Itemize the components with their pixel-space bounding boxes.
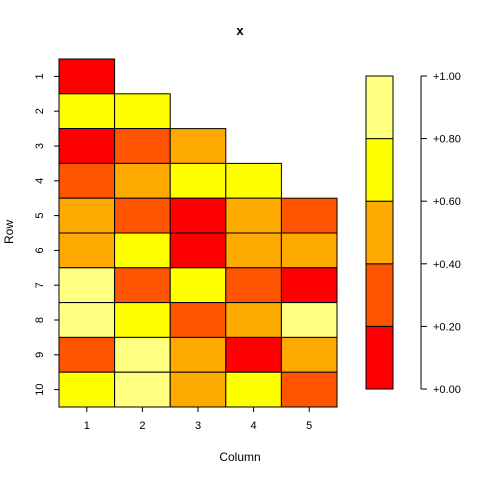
heatmap-cell-r10-c2 (114, 371, 171, 408)
heatmap-cells (58, 58, 338, 408)
heatmap-cell-r8-c1 (58, 302, 116, 338)
y-tick-label: 4 (34, 178, 46, 184)
x-tick-label: 2 (139, 420, 145, 432)
heatmap-cell-r1-c1 (58, 58, 116, 95)
heatmap-cell-r7-c1 (58, 267, 116, 304)
heatmap-cell-r9-c3 (169, 336, 227, 373)
heatmap-cell-r2-c2 (114, 93, 171, 130)
heatmap-cell-r6-c1 (58, 232, 116, 269)
heatmap-cell-r5-c4 (225, 197, 282, 234)
legend-tick-label: +0.60 (433, 196, 461, 208)
legend-tick-label: +0.20 (433, 321, 461, 333)
y-tick-label: 9 (34, 352, 46, 358)
heatmap-cell-r5-c2 (114, 197, 171, 234)
legend-swatch (365, 138, 394, 202)
x-axis-label: Column (219, 450, 260, 464)
heatmap-cell-r6-c3 (169, 232, 227, 269)
heatmap-cell-r6-c5 (280, 232, 338, 269)
y-tick-label: 1 (34, 73, 46, 79)
heatmap-cell-r2-c1 (58, 93, 116, 130)
y-tick-label: 6 (34, 247, 46, 253)
legend-tick-label: +0.40 (433, 259, 461, 271)
y-tick-label: 7 (34, 282, 46, 288)
heatmap-cell-r10-c5 (280, 371, 338, 408)
legend-swatch (365, 200, 394, 265)
heatmap-cell-r4-c1 (58, 162, 116, 199)
y-tick-label: 2 (34, 108, 46, 114)
heatmap-cell-r7-c4 (225, 267, 282, 304)
legend-swatch (365, 263, 394, 327)
heatmap-cell-r8-c5 (280, 302, 338, 338)
heatmap-cell-r6-c4 (225, 232, 282, 269)
y-tick-label: 8 (34, 317, 46, 323)
heatmap-cell-r9-c5 (280, 336, 338, 373)
heatmap-cell-r6-c2 (114, 232, 171, 269)
legend-tick-label: +0.00 (433, 384, 461, 396)
y-axis: 1 2 3 4 5 6 7 8 9 10 (34, 73, 59, 396)
heatmap-cell-r5-c1 (58, 197, 116, 234)
x-tick-label: 4 (251, 420, 257, 432)
heatmap-cell-r10-c1 (58, 371, 116, 408)
x-tick-label: 5 (306, 420, 312, 432)
heatmap-cell-r3-c1 (58, 128, 116, 164)
heatmap-cell-r9-c4 (225, 336, 282, 373)
heatmap-cell-r4-c4 (225, 162, 282, 199)
color-legend: +0.00 +0.20 +0.40 +0.60 +0.80 +1.00 (365, 71, 461, 396)
x-tick-label: 3 (195, 420, 201, 432)
heatmap-cell-r8-c4 (225, 302, 282, 338)
x-axis: 1 2 3 4 5 (84, 407, 312, 432)
legend-swatch (365, 75, 394, 140)
heatmap-cell-r7-c5 (280, 267, 338, 304)
heatmap-cell-r4-c3 (169, 162, 227, 199)
y-tick-label: 3 (34, 143, 46, 149)
heatmap-cell-r9-c1 (58, 336, 116, 373)
legend-swatch (365, 325, 394, 390)
heatmap-cell-r8-c3 (169, 302, 227, 338)
legend-tick-label: +0.80 (433, 134, 461, 146)
legend-tick-label: +1.00 (433, 71, 461, 83)
heatmap-cell-r10-c3 (169, 371, 227, 408)
heatmap-cell-r10-c4 (225, 371, 282, 408)
heatmap-cell-r5-c5 (280, 197, 338, 234)
heatmap-cell-r5-c3 (169, 197, 227, 234)
chart-title: x (236, 23, 244, 38)
y-tick-label: 5 (34, 213, 46, 219)
heatmap-cell-r7-c2 (114, 267, 171, 304)
heatmap-cell-r3-c2 (114, 128, 171, 164)
heatmap-cell-r4-c2 (114, 162, 171, 199)
heatmap-cell-r7-c3 (169, 267, 227, 304)
heatmap-cell-r8-c2 (114, 302, 171, 338)
y-axis-label: Row (2, 220, 16, 244)
heatmap-cell-r9-c2 (114, 336, 171, 373)
y-tick-label: 10 (34, 383, 46, 395)
x-tick-label: 1 (84, 420, 90, 432)
heatmap-cell-r3-c3 (169, 128, 227, 164)
